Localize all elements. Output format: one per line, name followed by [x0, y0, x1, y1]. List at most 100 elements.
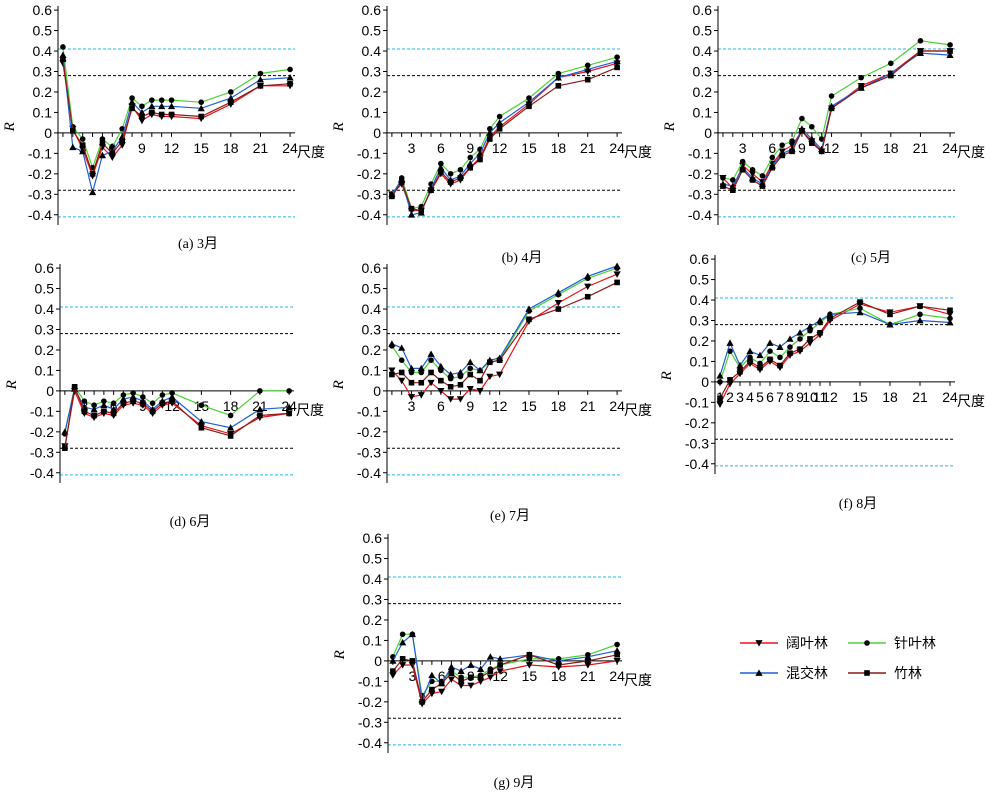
data-point	[409, 658, 416, 664]
x-tick-label: 9	[796, 389, 804, 405]
data-point	[887, 311, 893, 318]
data-point	[716, 372, 724, 379]
y-tick-label: 0.2	[690, 333, 710, 349]
data-point	[129, 393, 137, 400]
x-tick-label: 21	[580, 668, 596, 684]
data-point	[584, 662, 592, 669]
y-tick-label: 0.4	[35, 301, 55, 317]
data-point	[613, 647, 621, 654]
data-point	[119, 138, 125, 144]
data-point	[257, 388, 263, 394]
y-tick-label: 0.5	[693, 23, 713, 39]
y-axis-label: R	[659, 371, 675, 381]
series-line	[722, 40, 951, 181]
y-tick-label: -0.2	[685, 415, 709, 431]
data-point	[447, 663, 455, 670]
data-point	[584, 653, 592, 660]
data-point	[857, 305, 863, 312]
y-tick-label: 0	[374, 653, 382, 669]
data-point	[62, 445, 68, 452]
y-tick-label: 0.1	[33, 104, 53, 120]
data-point	[788, 142, 796, 149]
data-point	[487, 126, 493, 132]
series-line	[719, 301, 951, 399]
data-point	[856, 308, 864, 316]
data-point	[437, 362, 445, 370]
data-point	[526, 316, 532, 323]
data-point	[789, 148, 795, 155]
data-point	[759, 183, 766, 189]
data-point	[169, 398, 175, 404]
y-axis-label: R	[4, 380, 20, 390]
data-point	[466, 159, 474, 167]
data-point	[747, 358, 753, 365]
data-point	[91, 402, 97, 409]
data-point	[119, 395, 127, 402]
x-tick-label: 15	[522, 668, 538, 684]
data-point	[437, 164, 445, 171]
data-point	[70, 128, 76, 134]
data-point	[60, 44, 66, 50]
x-tick-label: 15	[521, 398, 537, 414]
data-point	[776, 343, 784, 350]
data-point	[828, 93, 835, 99]
data-point	[158, 111, 165, 118]
chart-panel-5: -0.4 -0.3 -0.2 -0.1 0 0.1 0.2 0.3 0.4 0.5 0.6 R 12 34…	[659, 251, 985, 512]
x-tick-label: 9	[466, 398, 474, 414]
data-point	[477, 674, 484, 681]
data-point	[818, 136, 825, 142]
data-point	[787, 344, 793, 350]
x-tick-label: 15	[193, 140, 209, 156]
x-tick-label: 21	[253, 140, 269, 156]
data-point	[786, 335, 794, 342]
series-line	[722, 50, 951, 190]
data-point	[438, 680, 445, 687]
data-point	[389, 657, 397, 664]
data-point	[466, 358, 474, 366]
series-0	[388, 271, 621, 403]
data-point	[120, 400, 127, 406]
data-point	[138, 108, 146, 116]
data-point	[228, 89, 234, 95]
data-point	[457, 175, 464, 181]
x-tick-label: 8	[786, 389, 794, 405]
data-point	[447, 179, 454, 185]
data-point	[858, 74, 864, 81]
y-tick-label: -0.3	[358, 714, 382, 730]
data-point	[427, 350, 435, 357]
y-tick-label: -0.4	[28, 207, 52, 223]
data-point	[169, 390, 175, 396]
data-point	[554, 289, 562, 296]
x-tick-label: 18	[223, 398, 239, 414]
data-point	[806, 340, 814, 347]
data-point	[407, 394, 416, 401]
data-point	[69, 143, 77, 151]
y-tick-label: 0.1	[690, 353, 710, 369]
data-point	[917, 303, 923, 309]
y-axis-label: R	[332, 650, 348, 660]
data-point	[389, 672, 397, 679]
series-2	[389, 630, 621, 703]
data-point	[916, 316, 924, 324]
y-tick-label: 0.5	[362, 281, 382, 297]
y-tick-label: 0.1	[363, 632, 383, 648]
legend-label: 针叶林	[894, 636, 936, 652]
x-tick-label: 9	[138, 140, 146, 156]
series-line	[391, 267, 618, 380]
data-point	[737, 368, 743, 375]
y-tick-label: 0.2	[363, 612, 383, 628]
data-point	[447, 171, 454, 177]
data-point	[447, 396, 455, 403]
data-point	[457, 166, 464, 173]
data-point	[198, 424, 205, 431]
y-tick-label: 0.3	[33, 63, 53, 79]
data-point	[429, 686, 435, 693]
data-point	[428, 671, 436, 679]
data-point	[158, 102, 166, 110]
data-point	[419, 699, 425, 705]
data-point	[198, 402, 205, 409]
data-point	[438, 160, 444, 167]
y-tick-label: -0.1	[28, 145, 52, 161]
data-point	[407, 211, 416, 218]
